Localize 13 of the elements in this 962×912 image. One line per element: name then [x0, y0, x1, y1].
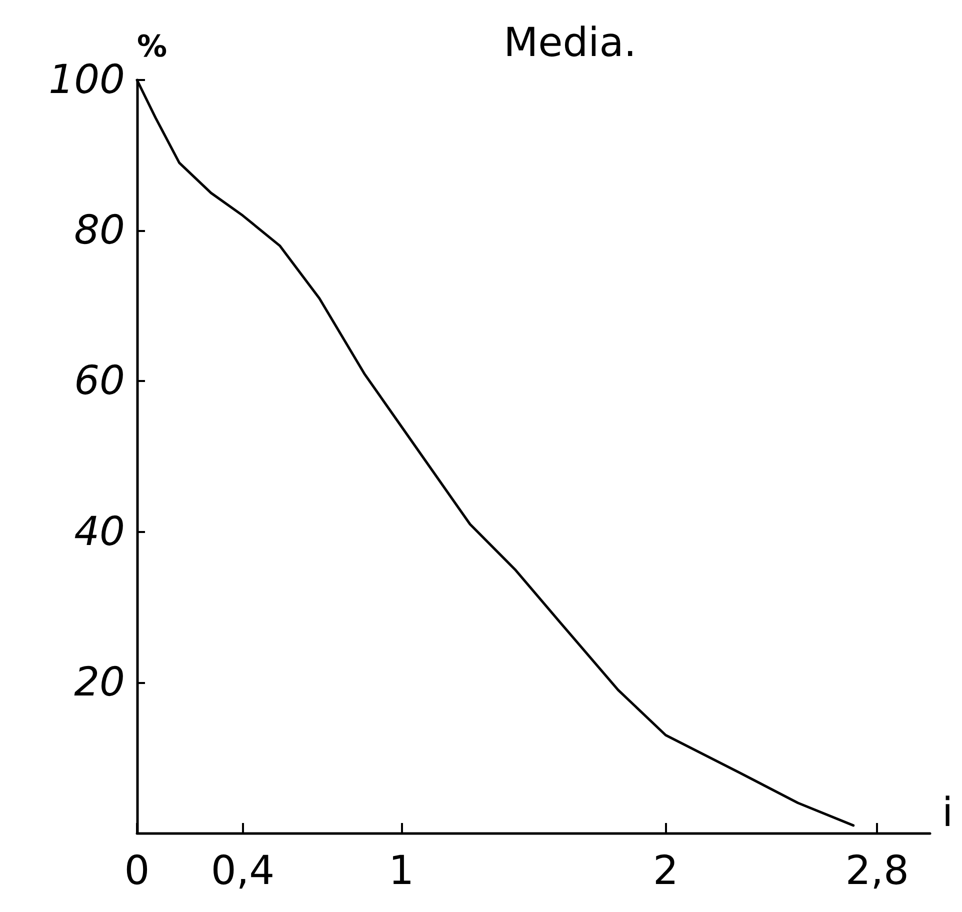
x-tick-label: 0	[124, 848, 150, 894]
x-tick-label: 2	[652, 848, 678, 894]
x-tick-label: 0,4	[210, 848, 275, 894]
x-tick-label: 1	[388, 848, 414, 894]
y-tick-label: 20	[74, 659, 125, 706]
y-tick-label: 80	[74, 208, 125, 254]
y-tick-label: 60	[74, 358, 125, 404]
x-tick-label: 2,8	[845, 848, 909, 894]
x-axis-title: i	[942, 790, 954, 836]
y-tick-label: 40	[74, 508, 125, 555]
y-axis-title: %	[137, 30, 168, 64]
chart-title: Media.	[504, 20, 636, 66]
y-tick-label: 100	[48, 57, 125, 103]
